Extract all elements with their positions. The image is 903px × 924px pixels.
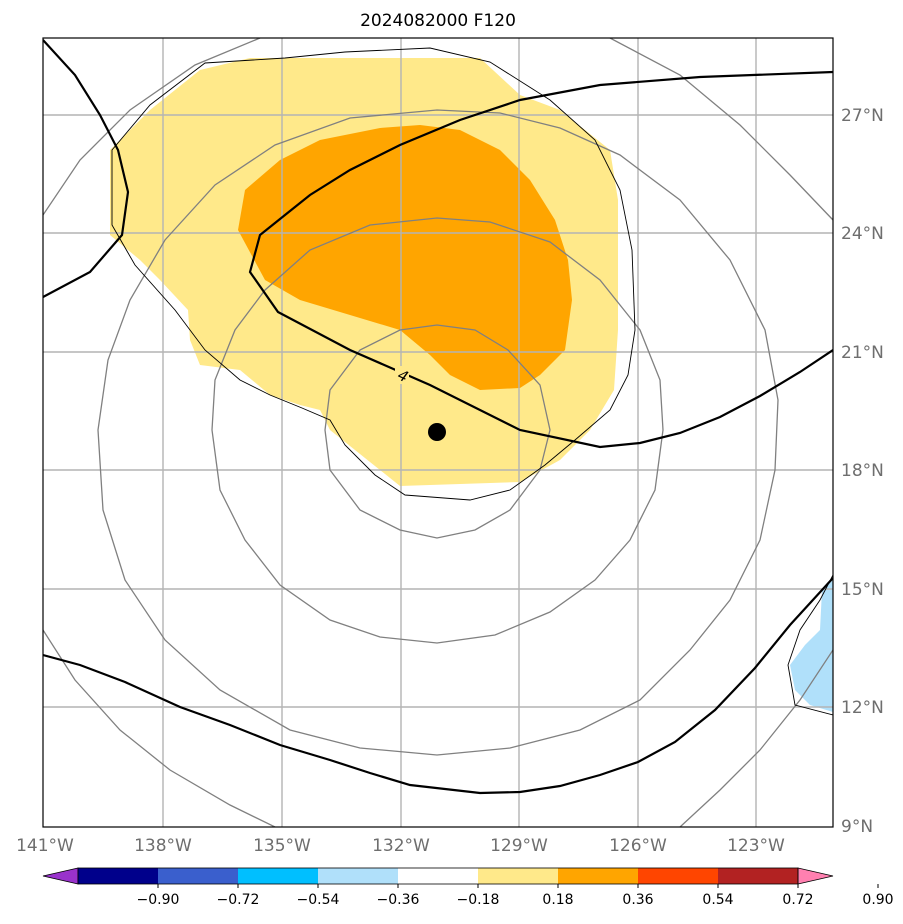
lat-axis-labels: 9°N 12°N 15°N 18°N 21°N 24°N 27°N (841, 106, 884, 837)
contour-south (43, 577, 833, 795)
thin-contours (111, 47, 833, 716)
thick-contours (43, 39, 833, 795)
colorbar-segment (558, 868, 638, 884)
colorbar-segment (638, 868, 718, 884)
lat-label: 9°N (841, 817, 873, 837)
lon-label: 132°W (372, 836, 430, 856)
colorbar-tick-label: −0.36 (377, 892, 420, 908)
thin-contour-southeast (787, 574, 833, 716)
colorbar-segment (398, 868, 478, 884)
colorbar-tick-label: −0.90 (137, 892, 180, 908)
colorbar-tick-label: −0.18 (457, 892, 500, 908)
colorbar-segment (478, 868, 558, 884)
colorbar-tick-label: −0.72 (217, 892, 260, 908)
range-rings (43, 38, 833, 827)
plot-frame (42, 37, 834, 828)
range-ring-3 (97, 109, 779, 756)
lon-label: 141°W (16, 836, 74, 856)
colorbar-segment (158, 868, 238, 884)
contour-4-main (248, 70, 833, 449)
lat-label: 12°N (841, 698, 884, 718)
colorbar-segment (718, 868, 798, 884)
colorbar-tick-label: 0.72 (782, 892, 813, 908)
contour-label-bg (395, 366, 409, 384)
colorbar-extend-max (797, 867, 834, 885)
gridlines (43, 38, 833, 827)
colorbar-tick-label: 0.90 (862, 892, 893, 908)
lon-label: 129°W (490, 836, 548, 856)
colorbar-tick-label: 0.18 (542, 892, 573, 908)
lat-label: 18°N (841, 461, 884, 481)
colorbar-frame (77, 867, 799, 885)
colorbar-tick-label: 0.54 (702, 892, 733, 908)
lat-label: 15°N (841, 580, 884, 600)
lat-label: 24°N (841, 224, 884, 244)
colorbar: −0.90 −0.72 −0.54 −0.36 −0.18 0.18 0.36 0.54 0.7… (42, 867, 894, 908)
colorbar-tick-label: 0.36 (622, 892, 653, 908)
colorbar-segment (78, 868, 158, 884)
range-ring-1 (324, 324, 551, 539)
colorbar-segment (238, 868, 318, 884)
lon-label: 126°W (609, 836, 667, 856)
lon-axis-labels: 141°W 138°W 135°W 132°W 129°W 126°W 123°… (16, 836, 785, 856)
colorbar-tick-label: −0.54 (297, 892, 340, 908)
lat-label: 21°N (841, 343, 884, 363)
orange-anomaly-region (238, 125, 572, 390)
map-plot-area: 4 (43, 38, 833, 827)
lon-label: 138°W (134, 836, 192, 856)
lon-label: 123°W (727, 836, 785, 856)
range-ring-4-east (609, 38, 833, 221)
range-ring-4-south (43, 629, 276, 827)
range-ring-2 (211, 217, 664, 644)
contour-west (43, 39, 130, 298)
figure-title: 2024082000 F120 (360, 11, 516, 31)
colorbar-segment (318, 868, 398, 884)
lat-label: 27°N (841, 106, 884, 126)
thin-contour-north (111, 47, 636, 501)
lon-label: 135°W (253, 836, 311, 856)
light-blue-anomaly-region (790, 580, 833, 712)
storm-center-marker (428, 423, 446, 441)
colorbar-extend-min (42, 867, 79, 885)
range-ring-4 (43, 38, 261, 216)
range-ring-4-southeast (679, 649, 833, 827)
